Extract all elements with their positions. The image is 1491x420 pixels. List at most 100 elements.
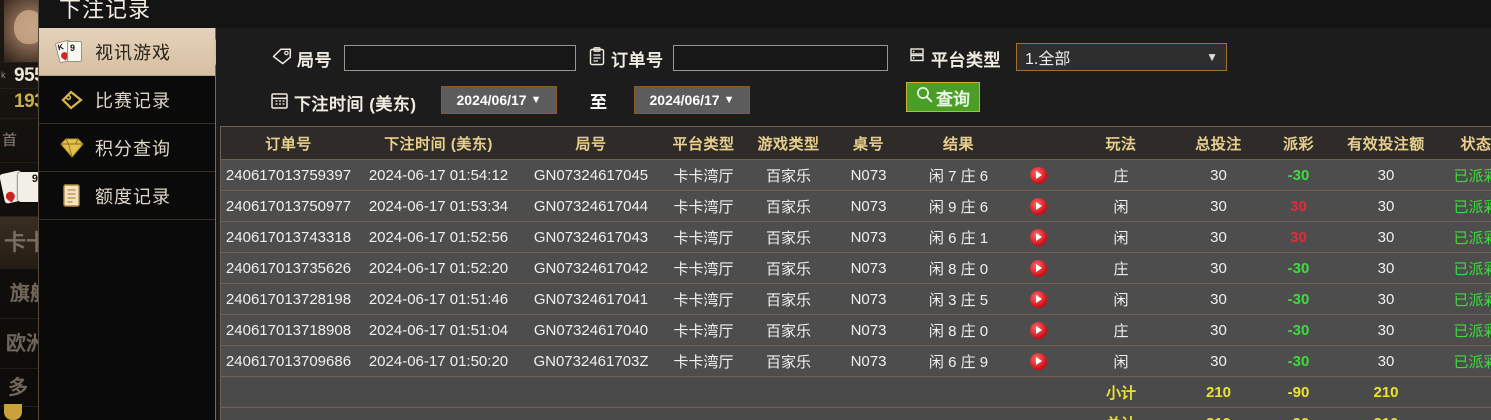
table-row[interactable]: 240617013759397 2024-06-17 01:54:12 GN0732… bbox=[221, 159, 1491, 191]
table-row[interactable]: 240617013718908 2024-06-17 01:51:04 GN0732… bbox=[221, 314, 1491, 346]
bet-time-label: 下注时间 (美东) bbox=[270, 90, 417, 115]
cell-game-type: 百家乐 bbox=[746, 283, 831, 315]
round-no-label: 局号 bbox=[272, 46, 332, 71]
background-card-icon: 9 bbox=[18, 172, 40, 202]
cell-blank bbox=[1011, 376, 1066, 408]
platform-type-label: 平台类型 bbox=[908, 46, 1001, 71]
table-row[interactable]: 240617013728198 2024-06-17 01:51:46 GN0732… bbox=[221, 283, 1491, 315]
cell-round-no: GN07324617042 bbox=[521, 252, 661, 284]
order-no-input[interactable] bbox=[673, 45, 888, 71]
cell-replay[interactable] bbox=[1011, 314, 1066, 346]
magnifier-icon bbox=[916, 86, 933, 108]
cell-valid-bet: 30 bbox=[1336, 190, 1436, 222]
cell-valid-bet: 30 bbox=[1336, 252, 1436, 284]
cell-play-type: 庄 bbox=[1066, 252, 1176, 284]
cell-valid-bet: 30 bbox=[1336, 221, 1436, 253]
cell-replay[interactable] bbox=[1011, 190, 1066, 222]
cell-bet-time: 2024-06-17 01:52:20 bbox=[356, 252, 521, 284]
sidebar-item-video-games[interactable]: K 9 视讯游戏 bbox=[39, 28, 228, 76]
cell-payout: 30 bbox=[1261, 190, 1336, 222]
cell-result: 闲 6 庄 1 bbox=[906, 221, 1011, 253]
sidebar-item-label: 比赛记录 bbox=[95, 90, 171, 111]
cell-blank bbox=[1011, 407, 1066, 420]
search-button[interactable]: 查询 bbox=[906, 82, 980, 112]
cell-blank bbox=[1436, 376, 1491, 408]
cell-game-type: 百家乐 bbox=[746, 252, 831, 284]
cell-status: 已派彩 bbox=[1436, 283, 1491, 315]
cell-round-no: GN07324617043 bbox=[521, 221, 661, 253]
cell-blank bbox=[831, 376, 906, 408]
play-icon[interactable] bbox=[1030, 290, 1047, 308]
play-icon[interactable] bbox=[1030, 228, 1047, 246]
cell-blank bbox=[521, 376, 661, 408]
calendar-icon bbox=[270, 91, 289, 115]
play-icon[interactable] bbox=[1030, 166, 1047, 184]
cell-valid-bet: 30 bbox=[1336, 283, 1436, 315]
cell-blank bbox=[1436, 407, 1491, 420]
cell-replay[interactable] bbox=[1011, 221, 1066, 253]
table-row[interactable]: 240617013743318 2024-06-17 01:52:56 GN0732… bbox=[221, 221, 1491, 253]
cell-payout: -30 bbox=[1261, 159, 1336, 191]
bet-records-table: 订单号 下注时间 (美东) 局号 平台类型 游戏类型 桌号 结果 玩法 总投注 … bbox=[220, 126, 1491, 420]
round-no-input[interactable] bbox=[344, 45, 576, 71]
cell-play-type: 庄 bbox=[1066, 314, 1176, 346]
cell-platform: 卡卡湾厅 bbox=[661, 345, 746, 377]
cell-blank bbox=[356, 376, 521, 408]
cell-blank bbox=[356, 407, 521, 420]
cell-blank bbox=[831, 407, 906, 420]
sidebar-item-label: 额度记录 bbox=[95, 186, 171, 207]
cell-replay[interactable] bbox=[1011, 252, 1066, 284]
cell-round-no: GN07324617041 bbox=[521, 283, 661, 315]
cell-round-no: GN07324617045 bbox=[521, 159, 661, 191]
cell-play-type: 闲 bbox=[1066, 190, 1176, 222]
play-icon[interactable] bbox=[1030, 259, 1047, 277]
table-header: 订单号 下注时间 (美东) 局号 平台类型 游戏类型 桌号 结果 玩法 总投注 … bbox=[221, 127, 1491, 160]
window-header: 下注记录 bbox=[39, 0, 1491, 28]
cell-replay[interactable] bbox=[1011, 345, 1066, 377]
order-no-label: 订单号 bbox=[588, 46, 664, 71]
cell-status: 已派彩 bbox=[1436, 314, 1491, 346]
cell-blank bbox=[661, 407, 746, 420]
cell-total-bet: 30 bbox=[1176, 283, 1261, 315]
table-row[interactable]: 240617013735626 2024-06-17 01:52:20 GN0732… bbox=[221, 252, 1491, 284]
background-list-item-4 bbox=[0, 406, 60, 420]
chevron-down-icon: ▼ bbox=[530, 94, 542, 106]
bet-time-label-text: 下注时间 (美东) bbox=[294, 95, 417, 114]
cell-game-type: 百家乐 bbox=[746, 190, 831, 222]
bet-time-from-date[interactable]: 2024/06/17 ▼ bbox=[441, 86, 557, 114]
cell-platform: 卡卡湾厅 bbox=[661, 314, 746, 346]
sidebar-item-credit-records[interactable]: 额度记录 bbox=[39, 172, 215, 220]
cell-bet-time: 2024-06-17 01:52:56 bbox=[356, 221, 521, 253]
cell-order-no: 240617013709686 bbox=[221, 345, 356, 377]
cell-bet-time: 2024-06-17 01:54:12 bbox=[356, 159, 521, 191]
col-platform: 平台类型 bbox=[661, 127, 746, 160]
sidebar-item-match-records[interactable]: 比赛记录 bbox=[39, 76, 215, 124]
sidebar: K 9 视讯游戏 比赛记录 bbox=[39, 28, 228, 420]
cell-platform: 卡卡湾厅 bbox=[661, 190, 746, 222]
bet-time-to-date[interactable]: 2024/06/17 ▼ bbox=[634, 86, 750, 114]
sidebar-item-points-query[interactable]: 积分查询 bbox=[39, 124, 215, 172]
cell-status: 已派彩 bbox=[1436, 159, 1491, 191]
play-icon[interactable] bbox=[1030, 321, 1047, 339]
col-total-bet: 总投注 bbox=[1176, 127, 1261, 160]
play-icon[interactable] bbox=[1030, 197, 1047, 215]
col-game-type: 游戏类型 bbox=[746, 127, 831, 160]
cell-replay[interactable] bbox=[1011, 159, 1066, 191]
chevron-down-icon: ▼ bbox=[1206, 50, 1218, 64]
cell-order-no: 240617013750977 bbox=[221, 190, 356, 222]
cell-replay[interactable] bbox=[1011, 283, 1066, 315]
table-row[interactable]: 240617013709686 2024-06-17 01:50:20 GN0732… bbox=[221, 345, 1491, 377]
play-icon[interactable] bbox=[1030, 352, 1047, 370]
background-list-item-3: 多 bbox=[0, 368, 60, 406]
cell-result: 闲 8 庄 0 bbox=[906, 314, 1011, 346]
table-row[interactable]: 240617013750977 2024-06-17 01:53:34 GN0732… bbox=[221, 190, 1491, 222]
chevron-down-icon: ▼ bbox=[723, 94, 735, 106]
cell-total-bet: 30 bbox=[1176, 159, 1261, 191]
cell-blank bbox=[906, 407, 1011, 420]
background-nav-item-1: 首 bbox=[2, 132, 18, 149]
summary-label: 小计 bbox=[1066, 376, 1176, 408]
platform-type-select[interactable]: 1.全部 ▼ bbox=[1016, 43, 1227, 71]
cell-bet-time: 2024-06-17 01:53:34 bbox=[356, 190, 521, 222]
cell-result: 闲 9 庄 6 bbox=[906, 190, 1011, 222]
page-title: 下注记录 bbox=[59, 0, 152, 22]
